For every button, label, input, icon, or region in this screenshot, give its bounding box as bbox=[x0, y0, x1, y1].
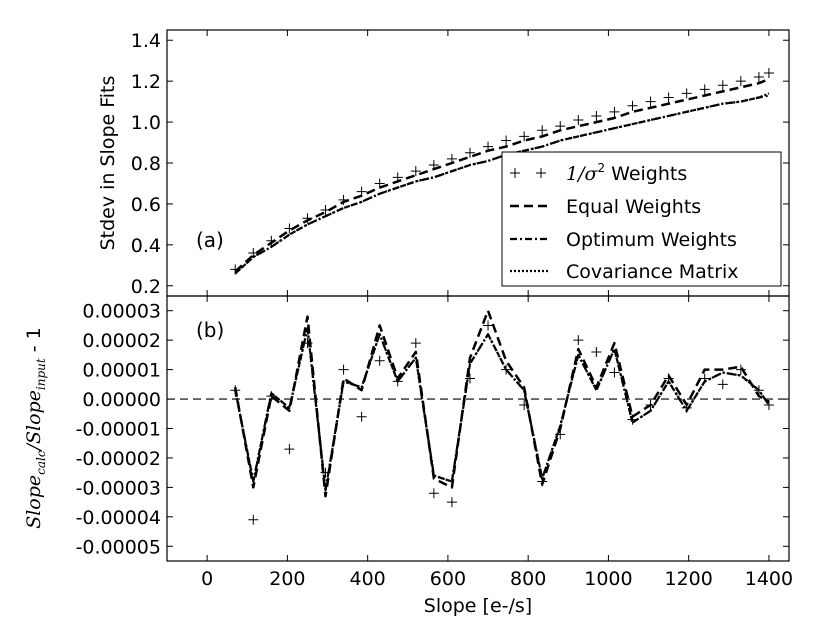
xtick-label: 1000 bbox=[584, 568, 632, 590]
panel-a-ytick-label: 0.2 bbox=[131, 276, 161, 298]
panel-a-point-1-weights bbox=[501, 135, 512, 146]
panel-a-ytick-label: 0.4 bbox=[131, 235, 161, 257]
legend-item-covariance-matrix: Covariance Matrix bbox=[510, 261, 739, 283]
panel-b-point-1-weights bbox=[284, 444, 295, 455]
x-axis-label: Slope [e-/s] bbox=[424, 595, 532, 617]
panel-a-ytick-label: 0.6 bbox=[131, 194, 161, 216]
panel-b-point-1-weights bbox=[410, 338, 421, 349]
panel-a-point-1-weights bbox=[537, 125, 548, 136]
legend-label-covariance-matrix: Covariance Matrix bbox=[566, 261, 739, 283]
panel-a-point-1-weights bbox=[663, 92, 674, 103]
panel-a-line-covariance-matrix bbox=[234, 92, 770, 275]
panel-a-point-1-weights bbox=[735, 76, 746, 87]
panel-b-ytick-label: -0.00001 bbox=[76, 419, 161, 441]
panel-b-point-1-weights bbox=[483, 320, 494, 331]
legend-label-equal-weights: Equal Weights bbox=[566, 196, 701, 218]
panel-b-point-1-weights bbox=[591, 346, 602, 357]
panel-a-ytick-label: 0.8 bbox=[131, 153, 161, 175]
panel-a-y-axis-label: Stdev in Slope Fits bbox=[97, 76, 119, 251]
panel-b-point-1-weights bbox=[446, 497, 457, 508]
panel-b-ytick-label: -0.00003 bbox=[76, 477, 161, 499]
panel-a-point-1-weights bbox=[627, 100, 638, 111]
panel-b-y-axis-label: Slopecalc/Slopeinput - 1 bbox=[23, 327, 48, 529]
panel-a-ytick-label: 1.0 bbox=[131, 112, 161, 134]
panel-b-point-1-weights bbox=[356, 411, 367, 422]
panel-b-ytick-label: 0.00001 bbox=[82, 360, 161, 382]
panel-b-point-1-weights bbox=[464, 373, 475, 384]
xtick-label: 200 bbox=[269, 568, 305, 590]
legend-item-equal-weights: Equal Weights bbox=[510, 196, 701, 218]
panel-b-point-1-weights bbox=[573, 335, 584, 346]
legend-item-inv-sigma2: 1/σ2 Weights bbox=[510, 161, 687, 185]
panel-a-line-equal-weights bbox=[234, 77, 770, 273]
panel-a-point-1-weights bbox=[410, 166, 421, 177]
panel-b-annotation: (b) bbox=[196, 318, 224, 342]
panel-b-point-1-weights bbox=[501, 364, 512, 375]
legend-label-inv-sigma2: 1/σ2 Weights bbox=[566, 161, 687, 185]
panel-b-ytick-label: -0.00005 bbox=[76, 536, 161, 558]
panel-b-point-1-weights bbox=[717, 379, 728, 390]
xtick-label: 1200 bbox=[664, 568, 712, 590]
xtick-label: 1400 bbox=[745, 568, 793, 590]
panel-b-ytick-label: 0.00002 bbox=[82, 330, 161, 352]
xtick-label: 0 bbox=[201, 568, 213, 590]
panel-b-ytick-label: 0.00000 bbox=[82, 389, 161, 411]
panel-a-point-1-weights bbox=[681, 88, 692, 99]
panel-a-point-1-weights bbox=[763, 67, 774, 78]
xtick-label: 800 bbox=[510, 568, 546, 590]
legend-label-optimum-weights: Optimum Weights bbox=[566, 229, 737, 251]
legend: 1/σ2 Weights Equal Weights Optimum Weigh… bbox=[501, 151, 782, 287]
panel-b-line-covariance-matrix bbox=[234, 327, 770, 492]
panel-b: 0.00003 0.00002 0.00001 0.00000 -0.00001 -0.0… bbox=[76, 296, 793, 590]
panel-b-point-1-weights bbox=[609, 367, 620, 378]
xtick-label: 400 bbox=[350, 568, 386, 590]
panel-b-ytick-label: -0.00004 bbox=[76, 507, 161, 529]
xtick-label: 600 bbox=[430, 568, 466, 590]
panel-b-point-1-weights bbox=[338, 364, 349, 375]
panel-a-point-1-weights bbox=[645, 96, 656, 107]
panel-b-ytick-label: 0.00003 bbox=[82, 301, 161, 323]
panel-a-ytick-label: 1.4 bbox=[131, 30, 161, 52]
panel-a-point-1-weights bbox=[609, 106, 620, 117]
panel-b-line-equal-weights bbox=[233, 309, 770, 498]
panel-b-point-1-weights bbox=[428, 488, 439, 499]
panel-a-point-1-weights bbox=[753, 72, 764, 83]
panel-a-point-1-weights bbox=[519, 131, 530, 142]
panel-a-point-1-weights bbox=[464, 147, 475, 158]
panel-a: 0.2 0.4 0.6 0.8 1.0 1.2 1.4 bbox=[131, 30, 789, 298]
panel-a-point-1-weights bbox=[573, 115, 584, 126]
panel-a-point-1-weights bbox=[717, 80, 728, 91]
panel-a-point-1-weights bbox=[699, 84, 710, 95]
panel-b-point-1-weights bbox=[374, 355, 385, 366]
panel-a-ytick-label: 1.2 bbox=[131, 71, 161, 93]
panel-b-ytick-label: -0.00002 bbox=[76, 448, 161, 470]
panel-a-annotation: (a) bbox=[196, 228, 224, 252]
panel-b-point-1-weights bbox=[248, 514, 259, 525]
panel-b-point-1-weights bbox=[735, 364, 746, 375]
legend-item-optimum-weights: Optimum Weights bbox=[510, 229, 737, 251]
legend-box bbox=[501, 151, 782, 287]
panel-a-point-1-weights bbox=[591, 110, 602, 121]
legend-marker-plus bbox=[510, 168, 546, 178]
